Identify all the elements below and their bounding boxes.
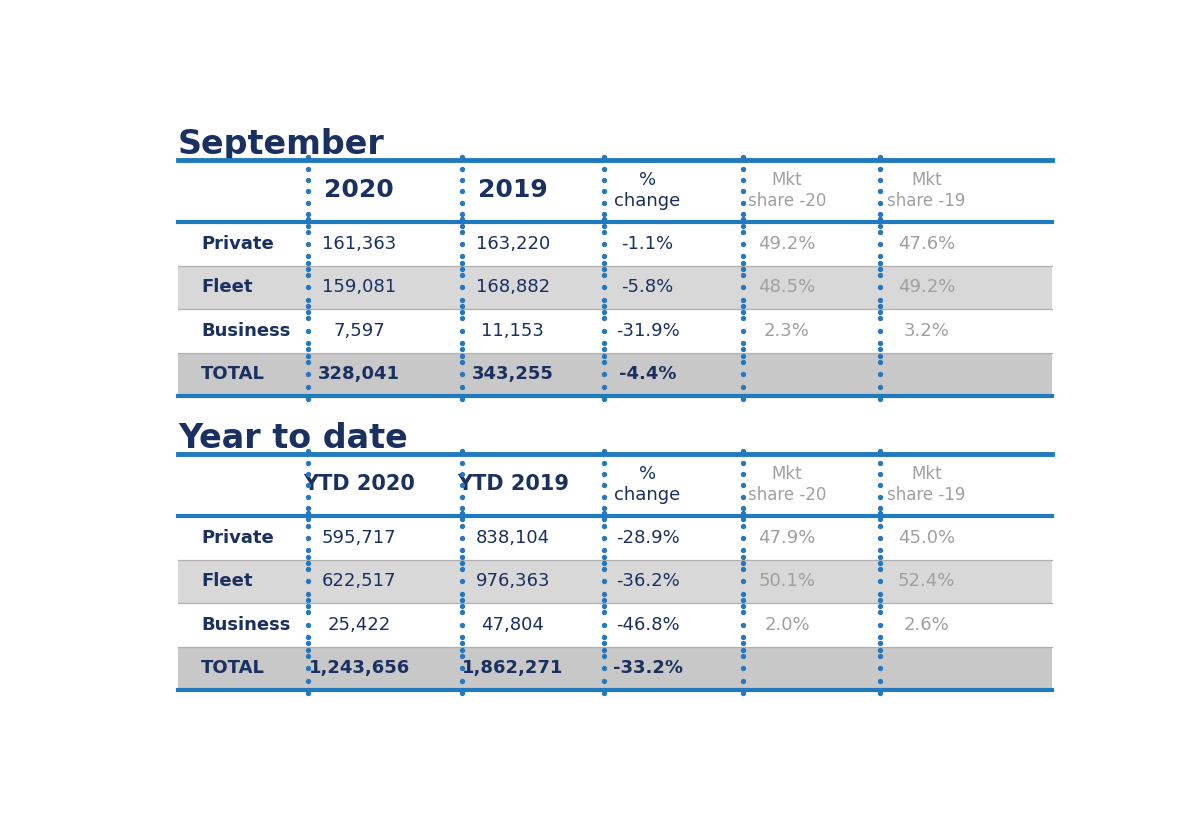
- Text: -46.8%: -46.8%: [616, 616, 679, 634]
- Text: Year to date: Year to date: [178, 422, 408, 456]
- Text: %
change: % change: [614, 171, 680, 210]
- Text: -5.8%: -5.8%: [622, 279, 673, 296]
- Text: 2.6%: 2.6%: [904, 616, 949, 634]
- Text: 163,220: 163,220: [475, 235, 550, 253]
- Text: -33.2%: -33.2%: [612, 659, 683, 677]
- Bar: [178, 516, 1052, 559]
- Text: -4.4%: -4.4%: [619, 365, 677, 383]
- Text: -28.9%: -28.9%: [616, 529, 679, 547]
- Text: Business: Business: [202, 322, 290, 340]
- Text: 1,862,271: 1,862,271: [462, 659, 563, 677]
- Bar: [178, 559, 1052, 603]
- Text: 622,517: 622,517: [322, 573, 396, 590]
- Text: 11,153: 11,153: [481, 322, 544, 340]
- Text: Fleet: Fleet: [202, 573, 253, 590]
- Text: 7,597: 7,597: [334, 322, 385, 340]
- Text: 3.2%: 3.2%: [904, 322, 949, 340]
- Text: 47.9%: 47.9%: [758, 529, 816, 547]
- Text: 45.0%: 45.0%: [898, 529, 955, 547]
- Bar: [178, 353, 1052, 396]
- Text: 976,363: 976,363: [475, 573, 550, 590]
- Text: Private: Private: [202, 235, 274, 253]
- Text: 48.5%: 48.5%: [758, 279, 816, 296]
- Text: Mkt
share -20: Mkt share -20: [748, 465, 827, 504]
- Text: YTD 2019: YTD 2019: [457, 474, 569, 495]
- Text: YTD 2020: YTD 2020: [304, 474, 415, 495]
- Text: 328,041: 328,041: [318, 365, 401, 383]
- Bar: [178, 266, 1052, 310]
- Text: 2.0%: 2.0%: [764, 616, 810, 634]
- Text: Fleet: Fleet: [202, 279, 253, 296]
- Text: Mkt
share -20: Mkt share -20: [748, 171, 827, 210]
- Text: 49.2%: 49.2%: [758, 235, 816, 253]
- Bar: [178, 603, 1052, 647]
- Text: %
change: % change: [614, 465, 680, 504]
- Text: 595,717: 595,717: [322, 529, 396, 547]
- Text: Business: Business: [202, 616, 290, 634]
- Text: 2019: 2019: [478, 178, 547, 203]
- Bar: [178, 310, 1052, 353]
- Bar: [178, 647, 1052, 690]
- Text: 161,363: 161,363: [322, 235, 396, 253]
- Text: 25,422: 25,422: [328, 616, 391, 634]
- Text: 50.1%: 50.1%: [758, 573, 816, 590]
- Bar: [178, 222, 1052, 266]
- Text: TOTAL: TOTAL: [202, 659, 265, 677]
- Text: TOTAL: TOTAL: [202, 365, 265, 383]
- Text: 52.4%: 52.4%: [898, 573, 955, 590]
- Text: 2.3%: 2.3%: [764, 322, 810, 340]
- Text: September: September: [178, 129, 385, 161]
- Text: 1,243,656: 1,243,656: [308, 659, 410, 677]
- Text: Mkt
share -19: Mkt share -19: [887, 465, 966, 504]
- Text: 49.2%: 49.2%: [898, 279, 955, 296]
- Text: Private: Private: [202, 529, 274, 547]
- Text: 47.6%: 47.6%: [898, 235, 955, 253]
- Text: -31.9%: -31.9%: [616, 322, 679, 340]
- Text: 47,804: 47,804: [481, 616, 544, 634]
- Text: Mkt
share -19: Mkt share -19: [887, 171, 966, 210]
- Text: -36.2%: -36.2%: [616, 573, 679, 590]
- Text: 168,882: 168,882: [475, 279, 550, 296]
- Text: 838,104: 838,104: [475, 529, 550, 547]
- Text: -1.1%: -1.1%: [622, 235, 673, 253]
- Text: 159,081: 159,081: [322, 279, 396, 296]
- Text: 2020: 2020: [324, 178, 394, 203]
- Text: 343,255: 343,255: [472, 365, 553, 383]
